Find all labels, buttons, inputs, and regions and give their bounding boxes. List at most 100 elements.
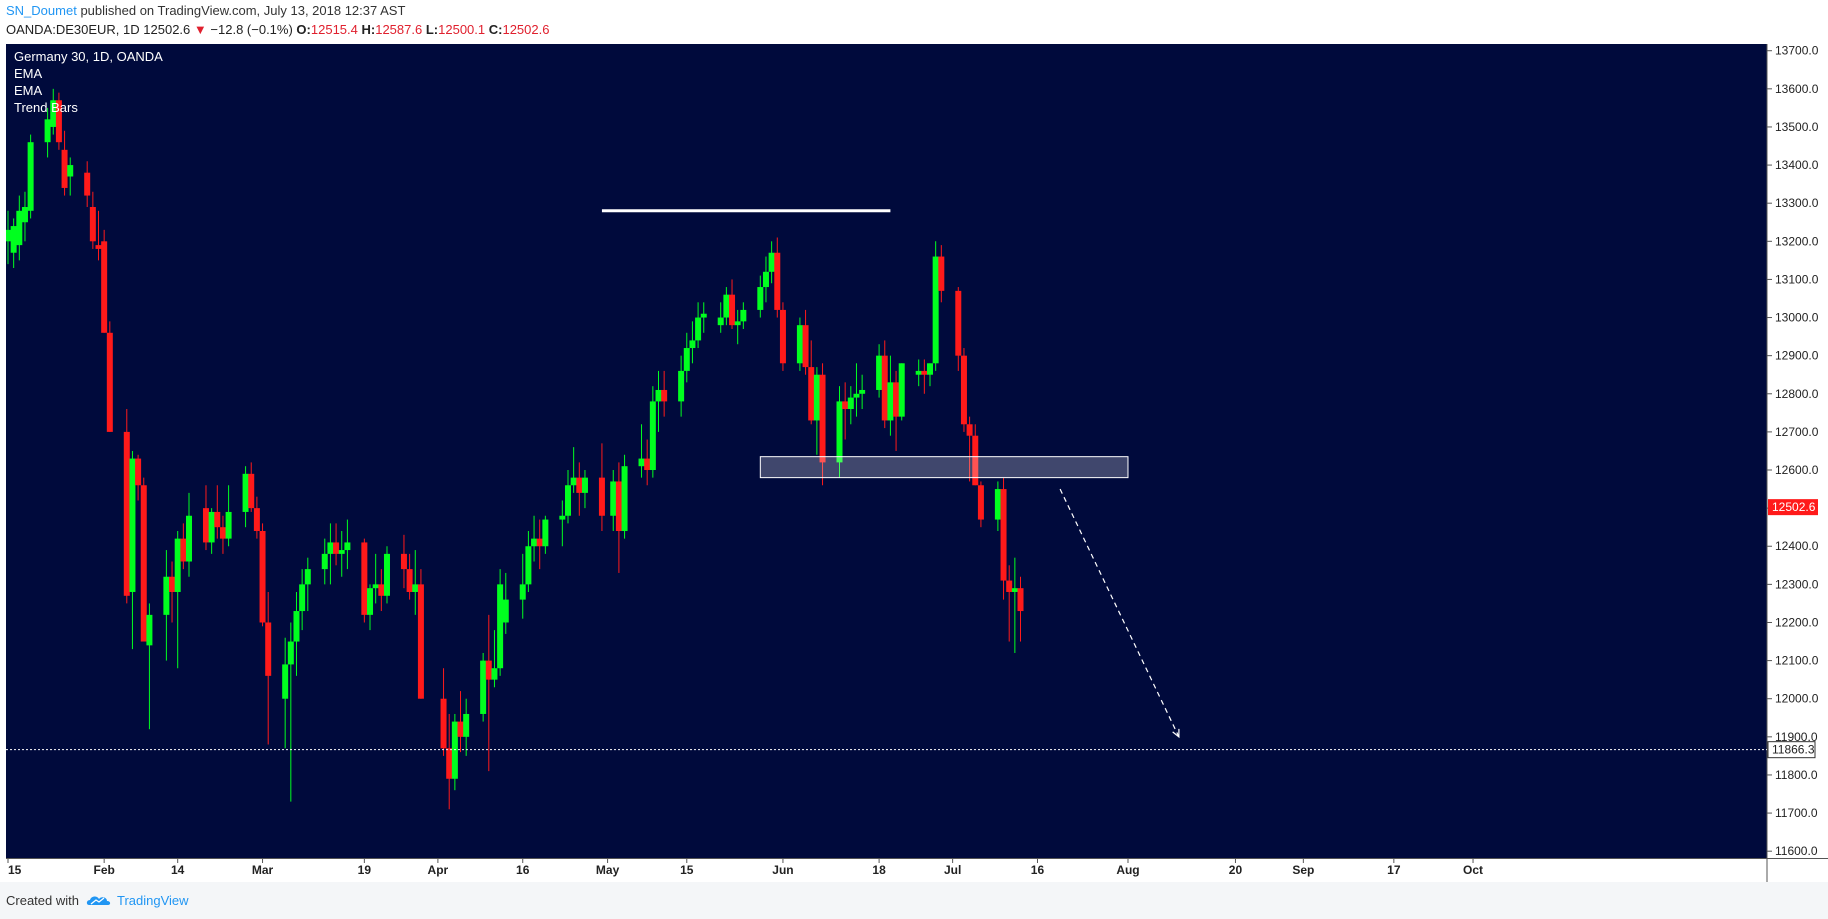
candle[interactable] xyxy=(615,462,622,573)
candle[interactable] xyxy=(576,462,583,516)
candle[interactable] xyxy=(446,713,453,810)
candle[interactable] xyxy=(808,340,815,425)
candle[interactable] xyxy=(740,302,747,329)
candle[interactable] xyxy=(242,466,249,528)
candle[interactable] xyxy=(661,370,668,417)
candle[interactable] xyxy=(129,450,136,650)
price-chart[interactable]: Germany 30, 1D, OANDA EMA EMA Trend Bars… xyxy=(6,44,1828,882)
candle[interactable] xyxy=(678,355,685,417)
candle[interactable] xyxy=(525,531,532,592)
legend-trend-bars[interactable]: Trend Bars xyxy=(14,100,78,115)
candle[interactable] xyxy=(893,370,900,451)
support-zone-rectangle[interactable] xyxy=(759,456,1129,479)
candle[interactable] xyxy=(876,344,883,398)
plot-area[interactable] xyxy=(6,44,1767,858)
author-link[interactable]: SN_Doumet xyxy=(6,3,77,18)
candle[interactable] xyxy=(55,92,62,150)
candle[interactable] xyxy=(480,652,487,722)
candle[interactable] xyxy=(683,332,690,383)
candle[interactable] xyxy=(344,519,351,570)
candle[interactable] xyxy=(248,462,255,512)
candle[interactable] xyxy=(542,515,549,554)
candle[interactable] xyxy=(327,523,334,585)
candle[interactable] xyxy=(802,309,809,375)
candle[interactable] xyxy=(169,561,176,623)
candle[interactable] xyxy=(44,107,51,158)
candle[interactable] xyxy=(655,370,662,432)
candle[interactable] xyxy=(463,698,470,756)
candle[interactable] xyxy=(762,256,769,303)
candle[interactable] xyxy=(531,515,538,562)
candle[interactable] xyxy=(610,470,617,531)
candle[interactable] xyxy=(378,569,385,612)
candle[interactable] xyxy=(881,340,888,429)
candle[interactable] xyxy=(1017,576,1024,642)
candle[interactable] xyxy=(853,363,860,417)
candle[interactable] xyxy=(225,485,232,547)
candle[interactable] xyxy=(497,569,504,676)
candle[interactable] xyxy=(372,553,379,604)
candle[interactable] xyxy=(649,386,656,478)
candle[interactable] xyxy=(412,550,419,615)
candle[interactable] xyxy=(333,523,340,566)
candle[interactable] xyxy=(417,569,424,699)
candle[interactable] xyxy=(361,538,368,623)
candle[interactable] xyxy=(282,637,289,749)
candle[interactable] xyxy=(836,386,843,478)
candle[interactable] xyxy=(564,470,571,524)
candle[interactable] xyxy=(729,279,736,329)
candle[interactable] xyxy=(966,416,973,482)
candle[interactable] xyxy=(383,546,390,604)
candle[interactable] xyxy=(400,534,407,589)
candle[interactable] xyxy=(519,553,526,619)
candle[interactable] xyxy=(293,591,300,676)
candle[interactable] xyxy=(101,229,108,333)
candle[interactable] xyxy=(61,130,68,196)
candle[interactable] xyxy=(955,287,962,371)
candle[interactable] xyxy=(581,470,588,509)
candle[interactable] xyxy=(644,439,651,486)
candle[interactable] xyxy=(938,245,945,303)
candle[interactable] xyxy=(977,481,984,528)
candle[interactable] xyxy=(774,237,781,318)
candle[interactable] xyxy=(695,302,702,349)
candle[interactable] xyxy=(208,508,215,554)
candle[interactable] xyxy=(915,359,922,387)
candle[interactable] xyxy=(960,348,967,432)
candle[interactable] xyxy=(406,553,413,600)
candle[interactable] xyxy=(847,386,854,425)
candle[interactable] xyxy=(972,424,979,486)
candle[interactable] xyxy=(367,584,374,631)
candle[interactable] xyxy=(186,492,193,577)
candle[interactable] xyxy=(921,359,928,394)
candle[interactable] xyxy=(50,88,57,135)
candle[interactable] xyxy=(95,210,102,261)
candle[interactable] xyxy=(27,134,34,219)
candle[interactable] xyxy=(180,523,187,570)
legend-ema-2[interactable]: EMA xyxy=(14,83,43,98)
candle[interactable] xyxy=(813,367,820,455)
candle[interactable] xyxy=(723,287,730,326)
candle[interactable] xyxy=(898,363,905,421)
candle[interactable] xyxy=(89,191,96,249)
candle[interactable] xyxy=(6,210,11,265)
candle[interactable] xyxy=(819,363,826,486)
candle[interactable] xyxy=(621,454,628,539)
candle[interactable] xyxy=(287,622,294,802)
candle[interactable] xyxy=(796,317,803,371)
candle[interactable] xyxy=(304,557,311,612)
candle[interactable] xyxy=(146,603,153,730)
candle[interactable] xyxy=(457,691,464,753)
candle[interactable] xyxy=(1006,565,1013,642)
candle[interactable] xyxy=(887,355,894,436)
candle[interactable] xyxy=(299,569,306,631)
candle[interactable] xyxy=(598,443,605,531)
candle[interactable] xyxy=(253,496,260,539)
candle[interactable] xyxy=(338,531,345,577)
candle[interactable] xyxy=(106,321,113,432)
candle[interactable] xyxy=(214,485,221,539)
candle[interactable] xyxy=(16,195,23,261)
time-axis[interactable]: 15 Feb 14 Mar 19 Apr 16 May 15 Jun 18 Jul 16 Aug 20 Sep… xyxy=(7,858,1483,877)
candle[interactable] xyxy=(994,481,1001,531)
candle[interactable] xyxy=(536,519,543,570)
